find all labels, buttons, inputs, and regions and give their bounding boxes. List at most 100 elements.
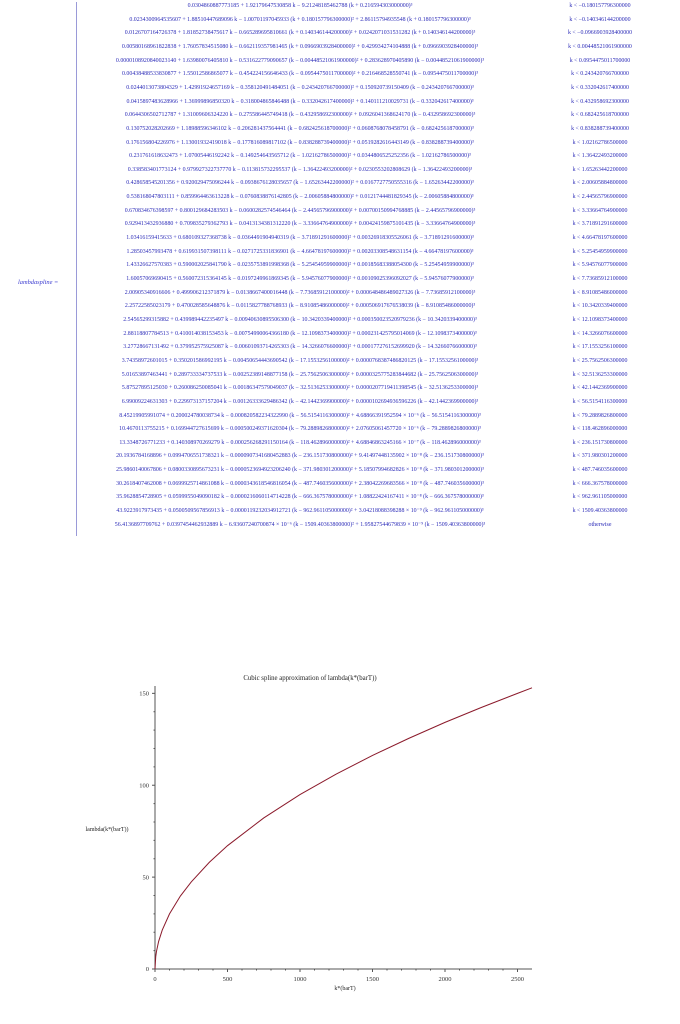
row-expression: 3.74358972601015 + 0.350201586992195 k −…	[121, 357, 479, 364]
row-condition: k < 12.1098373400000	[572, 316, 628, 323]
piecewise-row: 0.00580168961822838 + 1.76057834515080 k…	[80, 44, 675, 57]
x-tick-label: 1000	[294, 976, 307, 983]
row-condition: k < 8.91085486000000	[572, 289, 628, 296]
row-expression: 0.428658545201356 + 0.920029475096244 k …	[126, 180, 474, 187]
row-condition: k < 0.838288739400000	[571, 125, 629, 132]
row-condition: k < 2.00605884800000	[572, 180, 628, 187]
piecewise-row: 0.231761618632473 + 1.07005446192242 k −…	[80, 153, 675, 166]
piecewise-row: 13.3348726771233 + 0.140308970269279 k −…	[80, 440, 675, 453]
x-tick-label: 0	[153, 976, 156, 983]
row-expression: 2.88118807784513 + 0.410014038153453 k −…	[123, 330, 477, 337]
row-expression: 56.4136897709762 + 0.0397454462932889 k …	[114, 521, 486, 528]
row-condition: k < 7.73685912100000	[572, 276, 628, 282]
piecewise-row: 43.9223917973435 + 0.0500509567856913 k …	[80, 508, 675, 521]
piecewise-row: 1.03416159415633 + 0.680109327368738 k −…	[80, 235, 675, 248]
row-condition: k < 3.33664764900000	[572, 207, 628, 214]
row-condition: k < 42.1442369900000	[572, 385, 628, 392]
row-expression: 13.3348726771233 + 0.140308970269279 k −…	[119, 439, 481, 446]
row-expression: 0.130752028202669 + 1.18988596346102 k −…	[126, 125, 474, 132]
row-condition: k < 236.151730800000	[572, 439, 628, 446]
piecewise-row: 35.9628854728905 + 0.0599955049090182 k …	[80, 494, 675, 507]
piecewise-row: 2.25722585023179 + 0.470028585648876 k −…	[80, 303, 675, 316]
row-expression: 0.0415897483628966 + 1.36999896850320 k …	[126, 98, 474, 105]
piecewise-row: 25.9860140067806 + 0.0800330895673231 k …	[80, 467, 675, 480]
row-condition: k < 79.2889826800000	[572, 412, 628, 419]
row-condition: k < 962.961105000000	[572, 494, 628, 501]
piecewise-row: 0.0234300964535607 + 1.88510447689096 k …	[80, 17, 675, 30]
piecewise-row: 6.99009224631303 + 0.229973137157204 k −…	[80, 399, 675, 412]
piecewise-row: 0.0126707164726378 + 1.81852738475617 k …	[80, 30, 675, 43]
row-condition: k < 25.7562506300000	[572, 357, 628, 364]
row-condition: k < 32.5136253300000	[572, 371, 628, 378]
x-tick-label: 500	[223, 976, 233, 983]
piecewise-row: 8.45219905991074 + 0.200024780038734 k −…	[80, 413, 675, 426]
row-condition: k < 17.1553256100000	[572, 344, 628, 351]
piecewise-row: 30.2618407462008 + 0.0699925714861088 k …	[80, 481, 675, 494]
row-expression: 30.2618407462008 + 0.0699925714861088 k …	[116, 480, 484, 487]
piecewise-row: 10.4670113755215 + 0.169944727615699 k −…	[80, 426, 675, 439]
x-tick-label: 2500	[511, 976, 524, 983]
piecewise-row: 0.929413432936880 + 0.709835279362793 k …	[80, 221, 675, 234]
y-tick-label: 100	[139, 782, 149, 789]
row-condition: k < 1.65263442200000	[572, 166, 628, 173]
row-expression: 3.27728667131492 + 0.379952575925087 k −…	[123, 344, 477, 351]
piecewise-row: 1.60057069690415 + 0.560072315364145 k −…	[80, 276, 675, 289]
row-expression: 0.0000108920840023140 + 1.63980076405810…	[115, 57, 485, 64]
piecewise-row: 0.338583401773124 + 0.979927322737770 k …	[80, 167, 675, 180]
row-condition: k < 666.367578000000	[572, 480, 628, 487]
row-condition: k < 0.432958692300000	[571, 98, 629, 105]
row-expression: 10.4670113755215 + 0.169944727615699 k −…	[119, 426, 481, 433]
row-condition: k < −0.0966903928400000	[567, 30, 633, 37]
row-expression: 0.538168047803111 + 0.859964463613228 k …	[126, 194, 474, 201]
row-condition: otherwise	[588, 521, 612, 528]
row-expression: 5.01653897463441 + 0.289733334737533 k −…	[121, 371, 479, 378]
row-expression: 0.0126707164726378 + 1.81852738475617 k …	[124, 30, 476, 37]
row-condition: k < 4.66478197600000	[572, 235, 628, 242]
piecewise-row: 0.428658545201356 + 0.920029475096244 k …	[80, 180, 675, 193]
piecewise-row: 0.0644306502712787 + 1.31009606324220 k …	[80, 112, 675, 125]
piecewise-row: 0.538168047803111 + 0.859964463613228 k …	[80, 194, 675, 207]
row-condition: k < 0.682425618700000	[571, 112, 629, 119]
row-expression: 2.00905340916606 + 0.499906212371879 k −…	[124, 289, 476, 296]
row-condition: k < 0.332042617400000	[571, 84, 629, 91]
row-expression: 0.0244013073804329 + 1.42991924657169 k …	[126, 84, 474, 91]
row-expression: 43.9223917973435 + 0.0500509567856913 k …	[116, 508, 484, 515]
y-tick-label: 50	[143, 874, 150, 881]
x-tick-label: 2000	[439, 976, 452, 983]
row-expression: 1.60057069690415 + 0.560072315364145 k −…	[126, 276, 474, 282]
piecewise-row: 0.670834676398597 + 0.800129684283503 k …	[80, 208, 675, 221]
piecewise-brace	[76, 2, 77, 536]
piecewise-row: 1.43326627570383 + 0.590002025841790 k −…	[80, 262, 675, 275]
y-tick-label: 0	[146, 966, 149, 973]
row-expression: 8.45219905991074 + 0.200024780038734 k −…	[119, 412, 481, 419]
row-expression: 2.25722585023179 + 0.470028585648876 k −…	[124, 303, 476, 310]
piecewise-row: 2.54565299315882 + 0.439989442235497 k −…	[80, 317, 675, 330]
row-expression: 0.0304860887773185 + 1.92179647530858 k …	[187, 3, 413, 9]
row-expression: 6.99009224631303 + 0.229973137157204 k −…	[121, 398, 479, 405]
row-expression: 20.1936784168896 + 0.0994706551738321 k …	[116, 453, 484, 460]
piecewise-row: 0.0304860887773185 + 1.92179647530858 k …	[80, 3, 675, 16]
y-axis-label: lambda(k*(barT))	[86, 826, 129, 833]
row-expression: 5.87527895125030 + 0.260086250085041 k −…	[121, 385, 479, 392]
row-expression: 0.670834676398597 + 0.800129684283503 k …	[124, 207, 476, 214]
row-condition: k < 5.94576077900000	[572, 262, 628, 269]
piecewise-row: 3.27728667131492 + 0.379952575925087 k −…	[80, 344, 675, 357]
piecewise-row: 0.0415897483628966 + 1.36999896850320 k …	[80, 99, 675, 112]
row-condition: k < 371.980301200000	[572, 453, 628, 460]
row-expression: 0.176156804226976 + 1.13001932419018 k −…	[126, 139, 474, 146]
row-condition: k < 56.5154116300000	[572, 398, 628, 405]
row-condition: k < 2.44565796900000	[572, 194, 628, 201]
row-expression: 2.54565299315882 + 0.439989442235497 k −…	[123, 316, 477, 323]
row-condition: k < 0.243420766700000	[571, 71, 629, 78]
row-condition: k < 0.0954475011700000	[569, 57, 631, 64]
spline-curve	[154, 687, 533, 970]
piecewise-row: 1.28503457993478 + 0.619931507398111 k −…	[80, 249, 675, 262]
row-expression: 0.929413432936880 + 0.709835279362793 k …	[124, 221, 476, 228]
piecewise-row: 56.4136897709762 + 0.0397454462932889 k …	[80, 522, 675, 535]
spline-plot: 0 500 1000 1500 2000 2500 0 50 100 150 Cubic splin…	[86, 675, 533, 992]
row-condition: k < 14.3266076600000	[572, 330, 628, 337]
row-condition: k < 5.25454959900000	[572, 248, 628, 255]
row-condition: k < 3.71891291600000	[572, 221, 628, 228]
row-expression: 1.03416159415633 + 0.680109327368738 k −…	[126, 235, 474, 242]
row-condition: k < 1.02162786500000	[572, 139, 628, 146]
